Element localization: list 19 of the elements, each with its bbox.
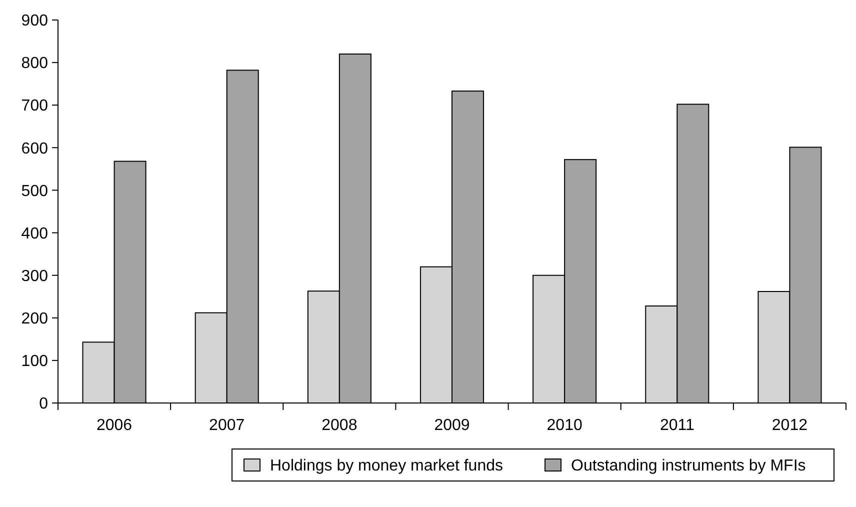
- x-tick-label: 2007: [209, 417, 245, 434]
- y-tick-label: 500: [21, 182, 48, 200]
- y-tick-label: 700: [21, 98, 48, 115]
- x-tick-label: 2011: [660, 417, 694, 434]
- y-tick-label: 200: [21, 310, 48, 328]
- y-tick-label: 0: [39, 396, 48, 413]
- y-tick-label: 600: [21, 140, 48, 158]
- y-tick-label: 100: [21, 353, 48, 370]
- legend-label: Outstanding instruments by MFIs: [571, 458, 806, 475]
- x-tick-label: 2012: [772, 417, 808, 434]
- x-tick-label: 2008: [322, 417, 358, 434]
- legend-label: Holdings by money market funds: [270, 458, 503, 475]
- y-tick-label: 800: [21, 55, 48, 72]
- y-tick-label: 400: [21, 225, 48, 242]
- x-tick-label: 2010: [546, 417, 582, 434]
- y-tick-label: 900: [21, 12, 48, 30]
- y-tick-label: 300: [21, 268, 48, 285]
- x-tick-label: 2006: [96, 417, 132, 434]
- x-tick-label: 2009: [434, 417, 470, 434]
